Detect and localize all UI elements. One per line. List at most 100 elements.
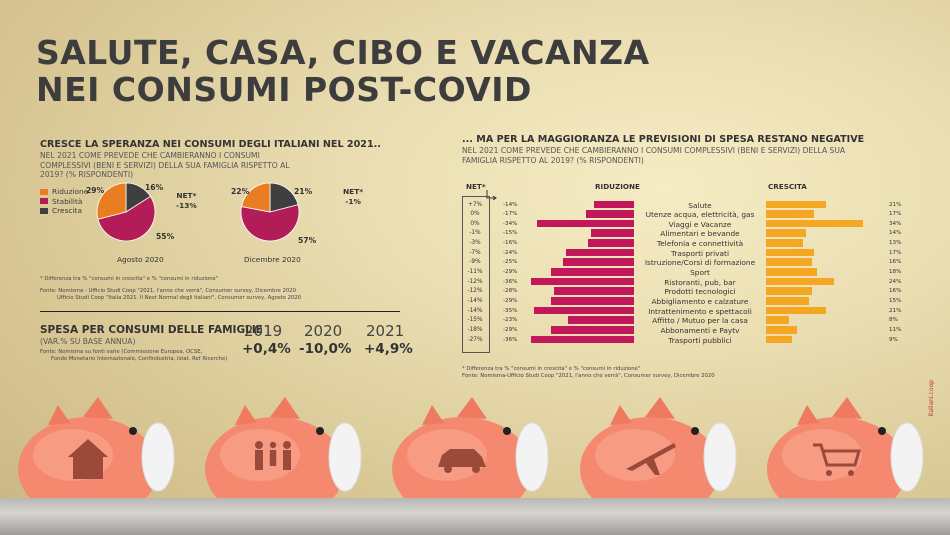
crescita-value-label: 16% [889, 259, 902, 266]
category-label: Salute [688, 200, 712, 210]
title-line-2: NEI CONSUMI POST-COVID [36, 70, 532, 109]
riduzione-value-label: -29% [503, 269, 518, 276]
category-label: Sport [690, 268, 710, 278]
riduzione-value-label: -23% [503, 317, 518, 324]
legend-swatch [40, 188, 48, 195]
legend-swatch [40, 198, 48, 205]
category-label: Trasporti pubblici [668, 335, 732, 345]
house-icon [68, 439, 108, 479]
spesa-heading: SPESA PER CONSUMI DELLE FAMIGLIE [40, 324, 263, 336]
crescita-value-label: 24% [889, 278, 902, 285]
piggy-bank [767, 397, 924, 527]
riduzione-value-label: -29% [503, 326, 518, 333]
crescita-value-label: 11% [889, 326, 902, 333]
pie-agosto-net: NET* -13% [176, 191, 197, 211]
bar-crescita [766, 229, 806, 238]
pig-ear [457, 397, 487, 419]
category-label: Prodotti tecnologici [664, 287, 736, 297]
riduzione-value-label: -36% [503, 336, 518, 343]
pie-dicembre [240, 182, 300, 242]
net-value: -11% [467, 269, 483, 276]
spesa-source-2: Fondo Monetario Internazionale, Confindu… [51, 356, 228, 362]
face-mask-icon [141, 422, 175, 492]
pig-eye [129, 427, 137, 435]
crescita-value-label: 8% [889, 317, 898, 324]
pig-ear [48, 405, 70, 425]
category-label: Istruzione/Corsi di formazione [644, 258, 756, 268]
riduzione-value-label: -15% [503, 230, 518, 237]
bar-riduzione [531, 277, 634, 286]
pie-slice-crescita [269, 182, 299, 213]
pig-ear [83, 397, 113, 419]
pie-dicembre-net: NET* -1% [343, 187, 363, 207]
category-label: Abbonamenti e Paytv [660, 325, 740, 335]
category-label: Ristoranti, pub, bar [664, 277, 736, 287]
pie-dicembre-stabilita-label: 57% [298, 236, 317, 245]
pie-legend: Riduzione Stabilità Crescita [40, 187, 88, 216]
left-source-1: Fonte: Nomisma - Ufficio Studi Coop "202… [40, 288, 297, 294]
net-value: -1% [345, 197, 361, 206]
net-value: -3% [469, 240, 481, 247]
bar-crescita [766, 325, 798, 334]
riduzione-value-label: -36% [503, 278, 518, 285]
bar-crescita [766, 239, 804, 247]
pie-agosto-crescita-label: 16% [145, 183, 164, 192]
bar-crescita [766, 248, 815, 257]
net-value: +7% [467, 201, 483, 208]
pig-ear [610, 405, 632, 425]
legend-label: Stabilità [52, 196, 83, 206]
page-title: SALUTE, CASA, CIBO E VACANZA NEI CONSUMI… [36, 34, 650, 108]
pie-dicembre-crescita-label: 21% [294, 187, 313, 196]
bar-riduzione [531, 335, 634, 344]
shopping-cart-icon [813, 443, 861, 476]
riduzione-value-label: -25% [503, 259, 518, 266]
spesa-value-2019: +0,4% [242, 341, 291, 357]
net-value: -15% [467, 317, 483, 324]
left-subheading: NEL 2021 COME PREVEDE CHE CAMBIERANNO I … [40, 151, 290, 179]
pig-highlight [782, 429, 862, 481]
category-label: Abbigliamento e calzature [651, 297, 749, 306]
category-label: Intrattenimento e spettacoli [648, 306, 752, 316]
face-mask-icon [515, 422, 549, 492]
crescita-value-label: 21% [889, 201, 902, 208]
crescita-value-label: 21% [889, 307, 902, 314]
pie-dicembre-caption: Dicembre 2020 [244, 255, 301, 264]
piggy-bank [18, 397, 175, 527]
bar-riduzione [551, 268, 634, 276]
bar-riduzione [551, 325, 634, 334]
bar-crescita [766, 200, 826, 209]
spesa-year-2019: 2019 [244, 322, 283, 340]
pig-ear [422, 405, 444, 425]
bar-crescita [766, 335, 792, 344]
bar-riduzione [534, 306, 634, 315]
bar-riduzione [565, 248, 634, 257]
bar-crescita [766, 210, 815, 218]
bar-riduzione [594, 200, 634, 209]
pie-agosto-riduzione-label: 29% [86, 186, 105, 195]
bar-crescita [766, 316, 789, 324]
right-subheading: NEL 2021 COME PREVEDE CHE CAMBIERANNO I … [462, 146, 846, 165]
left-footnote: * Differenza tra % "consumi in crescita"… [40, 276, 219, 282]
face-mask-icon [890, 422, 924, 492]
pig-highlight [595, 429, 675, 481]
pig-eye [503, 427, 511, 435]
spesa-value-2020: -10,0% [299, 341, 352, 357]
riduzione-value-label: -35% [503, 307, 518, 314]
bar-crescita [766, 287, 812, 295]
pig-ear [645, 397, 675, 419]
face-mask-icon [703, 422, 737, 492]
crescita-value-label: 14% [889, 230, 902, 237]
bar-riduzione [568, 316, 634, 324]
legend-item-crescita: Crescita [40, 206, 88, 216]
right-heading: ... MA PER LA MAGGIORANZA LE PREVISIONI … [462, 134, 865, 145]
net-value: -1% [469, 230, 481, 237]
net-value: -12% [467, 278, 483, 285]
airplane-icon [626, 443, 676, 475]
pie-slice-riduzione [241, 182, 271, 213]
crescita-value-label: 17% [889, 211, 902, 218]
bar-riduzione [551, 297, 634, 305]
bar-crescita [766, 306, 826, 315]
spesa-year-2020: 2020 [304, 322, 343, 340]
pie-agosto [96, 182, 156, 242]
